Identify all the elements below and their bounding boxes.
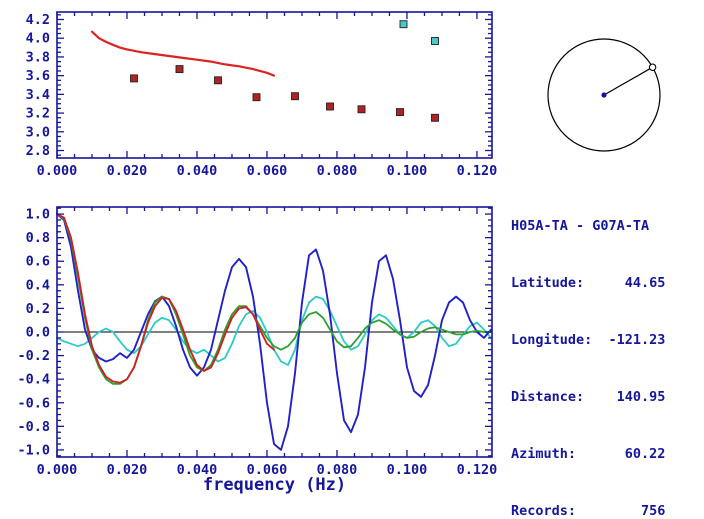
y-tick-label: -0.4: [17, 372, 50, 388]
x-tick-label: 0.120: [457, 163, 498, 179]
y-tick-label: 0.2: [26, 301, 50, 317]
y-tick-label: 0.0: [26, 325, 50, 341]
red-square-measurements: [326, 102, 334, 111]
info-field-records: Records: 756: [511, 502, 665, 519]
x-tick-label: 0.080: [317, 163, 358, 179]
x-tick-label: 0.040: [177, 163, 218, 179]
great-circle-ring: [547, 38, 661, 152]
red-square-measurements: [357, 105, 366, 114]
info-value: 60.22: [624, 446, 666, 462]
cyan-square-measurements: [431, 37, 439, 45]
azimuth-compass: [547, 38, 661, 152]
y-tick-label: -0.2: [17, 348, 50, 364]
info-field-longitude: Longitude: -121.23: [511, 331, 665, 350]
x-tick-label: 0.100: [387, 163, 428, 179]
x-tick-label: 0.040: [177, 462, 218, 478]
red-square-measurements: [214, 76, 222, 85]
red-square-measurements: [175, 65, 184, 74]
plot-frame: [56, 11, 493, 159]
info-value: 756: [641, 503, 666, 519]
station-pair-label: H05A-TA - G07A-TA: [511, 218, 650, 234]
y-tick-label: 0.6: [26, 254, 50, 270]
dispersion-model-curve: [90, 30, 276, 77]
red-square-measurements: [431, 113, 439, 122]
waveform-chart: 0.000 0.020 0.040 0.060 0.080 0.100 0.120 -1.0 -…: [17, 206, 498, 495]
x-tick-label: 0.020: [107, 462, 148, 478]
red-square-measurements: [252, 93, 261, 102]
x-tick-label: 0.080: [317, 462, 358, 478]
y-tick-label: 0.8: [26, 230, 50, 246]
y-tick-label: 3.0: [26, 124, 50, 140]
info-value: -121.23: [608, 332, 666, 348]
red-square-measurements: [396, 108, 404, 117]
y-tick-label: 2.8: [26, 143, 50, 159]
info-label: Distance:: [511, 389, 585, 405]
info-field-latitude: Latitude: 44.65: [511, 274, 665, 293]
green-trace: [56, 213, 492, 385]
cyan-square-measurements: [399, 20, 408, 29]
y-tick-label: 3.2: [26, 106, 50, 122]
info-label: Longitude:: [511, 332, 593, 348]
x-axis-title: frequency (Hz): [203, 475, 346, 495]
x-tick-label: 0.060: [247, 462, 288, 478]
x-tick-label: 0.000: [37, 163, 78, 179]
info-value: 44.65: [624, 275, 666, 291]
azimuth-line: [603, 66, 653, 96]
x-tick-label: 0.060: [247, 163, 288, 179]
red-square-measurements: [291, 92, 299, 101]
red-square-measurements: [130, 74, 138, 83]
info-field-azimuth: Azimuth: 60.22: [511, 445, 665, 464]
y-tick-label: -0.6: [17, 395, 50, 411]
blue-trace: [56, 213, 492, 451]
info-field-distance: Distance: 140.95: [511, 388, 665, 407]
info-label: Latitude:: [511, 275, 585, 291]
info-value: 140.95: [616, 389, 666, 405]
x-tick-label: 0.020: [107, 163, 148, 179]
x-tick-label: 0.120: [457, 462, 498, 478]
dispersion-chart: 0.000 0.020 0.040 0.060 0.080 0.100 0.120 2.8 3.…: [26, 11, 498, 179]
info-label: Azimuth:: [511, 446, 577, 462]
y-tick-label: 1.0: [26, 207, 50, 223]
station-info-panel: H05A-TA - G07A-TA Latitude: 44.65 Longitu…: [511, 179, 665, 519]
y-tick-label: 4.0: [26, 31, 50, 47]
info-label: Records:: [511, 503, 577, 519]
y-tick-label: 0.4: [26, 277, 50, 293]
y-tick-label: -0.8: [17, 419, 50, 435]
y-tick-label: 4.2: [26, 12, 50, 28]
y-tick-label: 3.4: [26, 87, 50, 103]
x-tick-label: 0.100: [387, 462, 428, 478]
x-tick-label: 0.000: [37, 462, 78, 478]
y-tick-label: -1.0: [17, 442, 50, 458]
red-trace: [56, 213, 275, 384]
y-tick-label: 3.8: [26, 49, 50, 65]
remote-station-marker: [648, 63, 657, 71]
center-station-dot: [601, 92, 607, 98]
y-tick-label: 3.6: [26, 68, 50, 84]
